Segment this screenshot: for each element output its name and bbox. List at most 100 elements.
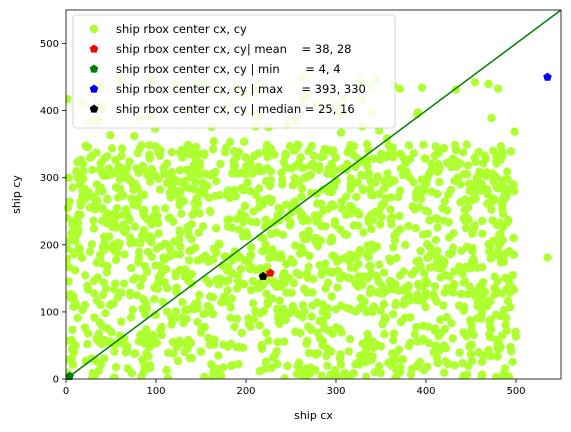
- scatter-point: [282, 288, 291, 297]
- scatter-point: [266, 176, 275, 185]
- scatter-point: [176, 242, 185, 251]
- scatter-point: [502, 313, 511, 323]
- scatter-point: [463, 290, 473, 299]
- scatter-point: [485, 247, 494, 256]
- stat-marker: [266, 268, 275, 277]
- scatter-point: [225, 193, 235, 203]
- scatter-point: [140, 205, 149, 215]
- scatter-point: [87, 240, 97, 249]
- scatter-point: [351, 307, 361, 316]
- scatter-point: [367, 224, 376, 234]
- scatter-point: [204, 279, 214, 288]
- scatter-point: [110, 285, 119, 294]
- scatter-point: [247, 243, 256, 252]
- scatter-point: [237, 183, 246, 193]
- scatter-point: [306, 363, 315, 372]
- scatter-point: [490, 272, 499, 281]
- scatter-point: [83, 339, 92, 349]
- scatter-point: [416, 246, 425, 256]
- scatter-point: [468, 229, 477, 238]
- scatter-outliers: [63, 173, 552, 262]
- scatter-point: [446, 185, 456, 195]
- scatter-point: [110, 347, 119, 356]
- scatter-point: [371, 207, 380, 216]
- scatter-point: [220, 148, 230, 157]
- scatter-point: [499, 305, 509, 315]
- scatter-point: [145, 232, 154, 241]
- scatter-point: [261, 364, 270, 373]
- scatter-point: [170, 314, 180, 324]
- scatter-point: [142, 267, 152, 276]
- scatter-point: [130, 131, 139, 141]
- scatter-point: [404, 141, 414, 150]
- scatter-point: [73, 171, 83, 180]
- scatter-point: [107, 144, 117, 153]
- scatter-point: [304, 322, 313, 331]
- scatter-point: [97, 259, 107, 268]
- scatter-point: [224, 215, 234, 224]
- scatter-point: [150, 295, 159, 304]
- scatter-point: [216, 159, 225, 169]
- scatter-point: [298, 312, 307, 322]
- scatter-point: [327, 292, 336, 301]
- scatter-point: [249, 299, 258, 308]
- scatter-point: [506, 342, 515, 352]
- scatter-point: [291, 327, 300, 336]
- scatter-point: [375, 260, 384, 269]
- scatter-point: [509, 233, 518, 243]
- scatter-point: [432, 261, 441, 270]
- scatter-point: [69, 250, 78, 259]
- scatter-point: [358, 184, 367, 193]
- scatter-point: [388, 278, 397, 287]
- scatter-point: [234, 147, 244, 157]
- scatter-point: [486, 254, 496, 263]
- scatter-point: [281, 315, 290, 325]
- scatter-point: [156, 325, 165, 335]
- scatter-point: [387, 219, 396, 229]
- scatter-point: [109, 374, 118, 379]
- scatter-point: [246, 186, 255, 196]
- scatter-point: [388, 310, 398, 319]
- scatter-point: [413, 185, 423, 194]
- scatter-point: [178, 338, 188, 348]
- scatter-point: [142, 349, 151, 358]
- scatter-point: [305, 251, 314, 261]
- scatter-point: [454, 301, 464, 310]
- scatter-point: [136, 281, 145, 291]
- scatter-point: [226, 303, 235, 312]
- scatter-point: [388, 153, 398, 162]
- scatter-point: [236, 264, 246, 274]
- scatter-point: [223, 186, 233, 195]
- y-tick-label: 300: [40, 173, 59, 184]
- scatter-point: [365, 261, 374, 271]
- scatter-point: [162, 365, 171, 375]
- scatter-point: [237, 328, 247, 338]
- scatter-point: [160, 278, 169, 287]
- scatter-point: [359, 228, 368, 237]
- scatter-point: [151, 205, 160, 214]
- scatter-point: [111, 363, 121, 372]
- scatter-point: [280, 268, 289, 278]
- scatter-point: [290, 197, 300, 206]
- scatter-point: [187, 235, 196, 244]
- scatter-cloud: [66, 73, 521, 379]
- scatter-point: [241, 170, 250, 179]
- scatter-point: [154, 229, 163, 238]
- scatter-point: [400, 297, 410, 307]
- scatter-point: [219, 340, 228, 349]
- scatter-point: [96, 183, 105, 192]
- scatter-point: [473, 313, 482, 323]
- scatter-point: [111, 155, 120, 165]
- scatter-point: [295, 207, 304, 216]
- scatter-point: [66, 355, 72, 364]
- scatter-point: [88, 165, 97, 174]
- scatter-point: [503, 296, 513, 306]
- scatter-point: [126, 313, 136, 322]
- scatter-point: [240, 256, 249, 265]
- scatter-point: [253, 284, 262, 293]
- scatter-point: [308, 288, 317, 297]
- scatter-point: [423, 362, 432, 371]
- scatter-point: [272, 347, 281, 356]
- scatter-point: [509, 180, 518, 189]
- scatter-point: [435, 177, 444, 187]
